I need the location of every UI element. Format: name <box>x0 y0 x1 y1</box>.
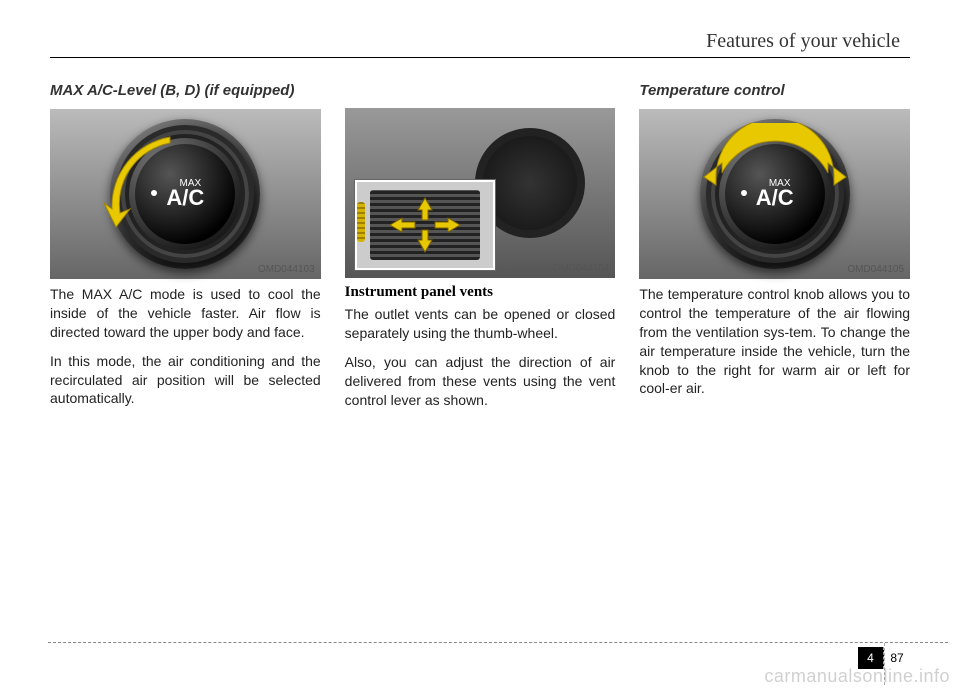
footer-dashed-rule <box>48 642 948 643</box>
knob-background: MAX A/C <box>639 109 910 279</box>
knob-ac-label: A/C <box>756 187 794 209</box>
para-max-ac-2: In this mode, the air conditioning and t… <box>50 352 321 409</box>
para-vents-1: The outlet vents can be opened or closed… <box>345 305 616 343</box>
knob-background: MAX A/C <box>50 109 321 279</box>
column-2: OMD044104 Instrument panel vents The out… <box>345 82 616 419</box>
figure-max-ac-knob: MAX A/C OMD044103 <box>50 109 321 279</box>
para-temp-1: The temperature control knob allows you … <box>639 285 910 398</box>
figure-code: OMD044103 <box>258 264 315 275</box>
knob-dial: MAX A/C <box>700 119 850 269</box>
subhead-vents: Instrument panel vents <box>345 284 616 301</box>
vent-inset <box>355 180 495 270</box>
para-max-ac-1: The MAX A/C mode is used to cool the ins… <box>50 285 321 342</box>
knob-indicator-dot <box>151 190 157 196</box>
knob-dial: MAX A/C <box>110 119 260 269</box>
vent-grille <box>370 190 480 260</box>
content-columns: MAX A/C-Level (B, D) (if equipped) MAX A… <box>50 82 910 419</box>
knob-ac-label: A/C <box>166 187 204 209</box>
knob-face: MAX A/C <box>135 144 235 244</box>
page-header: Features of your vehicle <box>50 30 910 53</box>
spacer <box>345 82 616 108</box>
knob-indicator-dot <box>741 190 747 196</box>
figure-code: OMD044104 <box>553 263 610 274</box>
watermark: carmanualsonline.info <box>764 666 950 687</box>
vent-direction-arrows-icon <box>370 190 480 260</box>
figure-temp-knob: MAX A/C OMD044105 <box>639 109 910 279</box>
figure-code: OMD044105 <box>847 264 904 275</box>
para-vents-2: Also, you can adjust the direction of ai… <box>345 353 616 410</box>
dashboard-photo <box>345 108 616 278</box>
section-title-max-ac: MAX A/C-Level (B, D) (if equipped) <box>50 82 321 99</box>
thumbwheel-icon <box>357 202 365 242</box>
header-rule <box>50 57 910 58</box>
figure-panel-vents: OMD044104 <box>345 108 616 278</box>
column-3: Temperature control MAX A/C <box>639 82 910 419</box>
column-1: MAX A/C-Level (B, D) (if equipped) MAX A… <box>50 82 321 419</box>
knob-face: MAX A/C <box>725 144 825 244</box>
section-title-temp: Temperature control <box>639 82 910 99</box>
